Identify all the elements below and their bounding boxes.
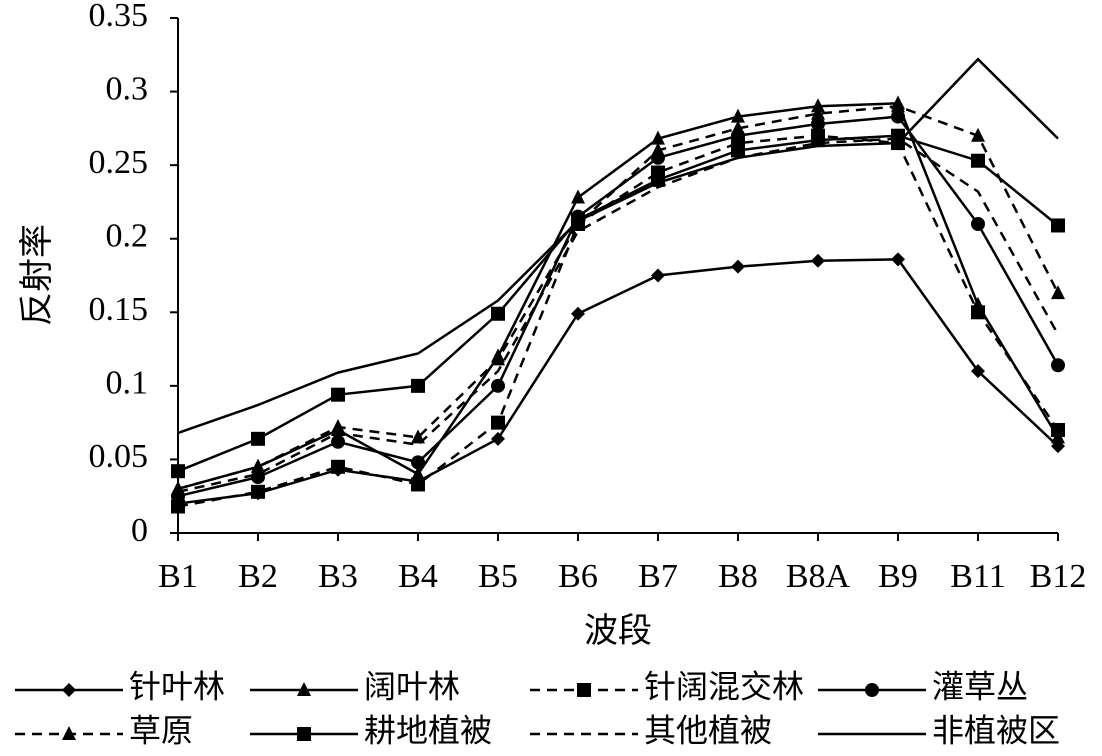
data-point [651,142,665,157]
data-point [331,434,345,449]
data-point [411,455,425,470]
data-point [891,128,905,143]
x-tick-label: B7 [638,558,678,595]
data-point [251,458,265,473]
data-point [251,431,265,446]
x-tick-label: B6 [558,558,598,595]
y-tick-label: 0 [131,512,148,549]
y-tick-label: 0.05 [89,438,149,475]
x-tick-label: B5 [478,558,518,595]
series-line [177,115,1060,498]
data-point [331,387,345,402]
data-point [811,105,825,120]
data-point [571,306,585,321]
legend-label: 针叶林 [129,668,225,704]
y-tick-label: 0.25 [89,144,149,181]
data-point [1051,423,1065,437]
data-point [731,108,745,123]
legend-marker [577,683,591,697]
data-point [731,259,745,274]
x-tick-label: B4 [398,558,438,595]
data-point [411,378,425,393]
data-point [811,253,825,268]
legend-label: 耕地植被 [364,712,492,748]
data-point [491,378,505,393]
data-point [491,351,505,366]
legend-marker [62,683,76,697]
data-point [971,153,985,168]
y-tick-label: 0.15 [89,291,149,328]
data-point [331,419,345,434]
x-tick-label: B9 [878,558,918,595]
series-line [177,137,1060,494]
legend-label: 灌草丛 [932,668,1028,704]
data-point [811,116,825,131]
legend-marker [865,683,879,697]
x-tick-label: B3 [318,558,358,595]
y-tick-label: 0.3 [106,70,149,107]
series-line [177,134,1059,473]
x-tick-label: B11 [950,558,1005,595]
y-tick-label: 0.2 [106,218,149,255]
data-point [971,127,985,142]
data-point [411,466,425,481]
x-tick-label: B2 [238,558,278,595]
data-point [731,120,745,135]
series-line [177,57,1059,435]
legend-marker [62,726,76,740]
x-tick-label: B12 [1030,558,1087,595]
y-tick-label: 0.35 [89,0,149,34]
x-tick-label: B1 [158,558,198,595]
legend-label: 针阔混交林 [644,668,804,704]
series-line [177,134,1060,508]
data-point [651,268,665,283]
data-point [1051,285,1065,300]
legend-marker [297,727,311,741]
legend-label: 非植被区 [932,712,1060,748]
data-point [891,98,905,113]
data-point [251,484,265,499]
legend-label: 阔叶林 [364,668,460,704]
data-point [411,477,425,492]
series-line [177,105,1060,491]
data-point [491,431,505,446]
series-line [177,102,1060,491]
series-line [177,258,1059,505]
y-axis-title: 反射率 [18,224,56,326]
data-point [171,499,185,514]
data-point [1051,218,1065,233]
legend-marker [297,682,311,696]
data-point [971,364,985,379]
legend-label: 草原 [129,712,193,748]
data-point [1051,358,1065,373]
data-point [171,464,185,479]
data-point [571,189,585,204]
legend-label: 其他植被 [644,712,772,748]
data-point [731,143,745,158]
data-point [811,98,825,113]
y-tick-label: 0.1 [106,365,149,402]
data-point [891,109,905,124]
data-point [491,415,505,430]
data-point [891,252,905,267]
x-tick-label: B8A [786,558,851,595]
x-axis-title: 波段 [584,612,652,650]
data-point [971,305,985,320]
data-point [971,217,985,231]
data-point [331,459,345,474]
data-point [491,306,505,321]
x-tick-label: B8 [718,558,758,595]
data-point [651,130,665,145]
